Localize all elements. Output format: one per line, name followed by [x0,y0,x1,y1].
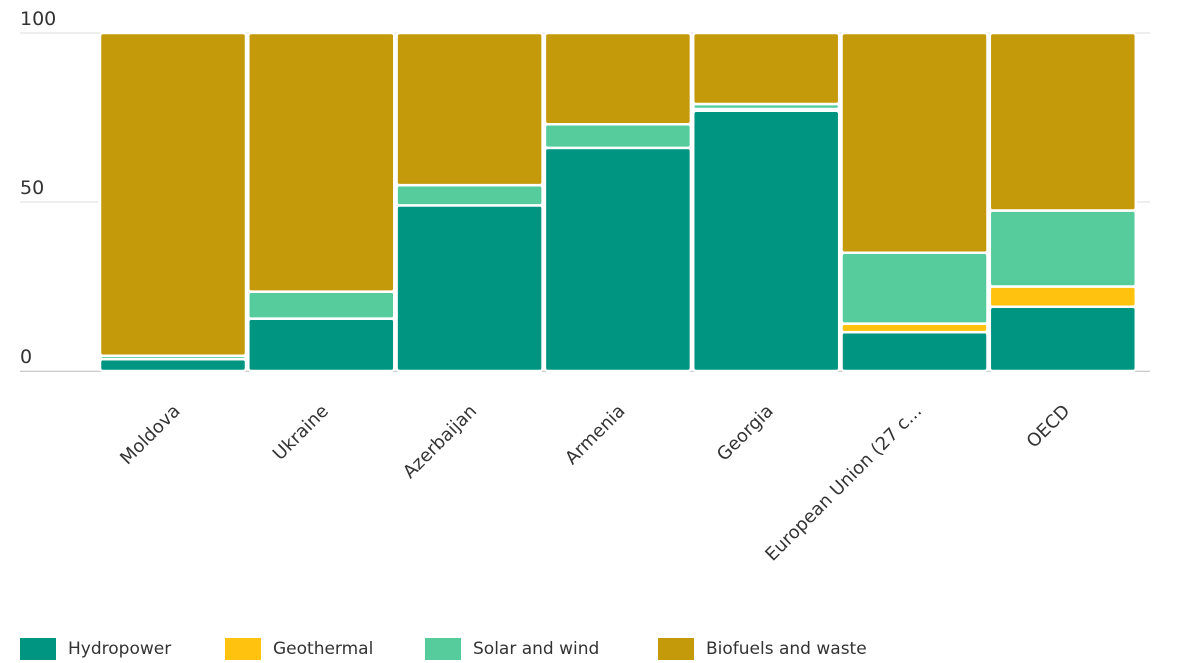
legend: Hydropower Geothermal Solar and wind Bio… [20,637,867,661]
x-tick-label-moldova: Moldova [116,401,184,469]
bar-group-armenia [543,31,693,373]
bar-moldova-hydropower[interactable] [98,357,248,373]
x-axis-labels: Moldova Ukraine Azerbaijan Armenia GeorgiaEu… [116,401,1074,566]
bar-european-union-27-c-hydropower[interactable] [840,330,989,373]
bar-azerbaijan-biofuels-and-waste[interactable] [395,31,544,187]
y-axis-ticks: 0 50 100 [20,8,56,368]
x-tick-label-european-union-27-c: European Union (27 c... [761,401,926,566]
legend-item-solar-and-wind[interactable]: Solar and wind [425,638,658,660]
bar-georgia-biofuels-and-waste[interactable] [691,31,841,106]
bar-ukraine-solar-and-wind[interactable] [247,290,396,320]
y-tick-label-100: 100 [20,8,56,30]
bar-armenia-solar-and-wind[interactable] [543,123,693,150]
legend-item-geothermal[interactable]: Geothermal [225,638,425,660]
legend-item-hydropower[interactable]: Hydropower [20,638,225,660]
legend-swatch-biofuels-and-waste [658,638,694,660]
legend-swatch-geothermal [225,638,261,660]
bar-armenia-biofuels-and-waste[interactable] [543,31,693,126]
legend-label-biofuels-and-waste: Biofuels and waste [706,639,867,659]
y-tick-label-0: 0 [20,346,32,368]
y-tick-label-50: 50 [20,177,44,199]
bar-group-moldova [98,31,248,373]
chart: 0 50 100 Moldova Ukraine Azerbaijan Armenia Ge… [20,8,1150,566]
legend-swatch-solar-and-wind [425,638,461,660]
bar-european-union-27-c-biofuels-and-waste[interactable] [840,31,989,254]
bar-azerbaijan-hydropower[interactable] [395,204,544,373]
bar-european-union-27-c-solar-and-wind[interactable] [840,251,989,325]
legend-item-biofuels-and-waste[interactable]: Biofuels and waste [658,638,867,660]
legend-label-solar-and-wind: Solar and wind [473,639,600,659]
legend-label-geothermal: Geothermal [273,639,374,659]
legend-label-hydropower: Hydropower [68,639,172,659]
bar-ukraine-hydropower[interactable] [247,317,396,373]
x-tick-label-ukraine: Ukraine [269,401,333,465]
x-tick-label-armenia: Armenia [561,401,629,469]
bar-oecd-biofuels-and-waste[interactable] [988,31,1138,212]
bar-azerbaijan-solar-and-wind[interactable] [395,183,544,207]
bar-oecd-hydropower[interactable] [988,305,1138,373]
bar-group-georgia [691,31,841,373]
bar-group-ukraine [247,31,396,373]
bar-ukraine-biofuels-and-waste[interactable] [247,31,396,293]
bar-georgia-hydropower[interactable] [691,109,841,373]
x-tick-label-azerbaijan: Azerbaijan [399,401,481,483]
bar-oecd-solar-and-wind[interactable] [988,209,1138,288]
bar-armenia-hydropower[interactable] [543,146,693,373]
bars [98,31,1138,373]
bar-group-azerbaijan [395,31,544,373]
bar-moldova-biofuels-and-waste[interactable] [98,31,248,358]
bar-group-oecd [988,31,1138,373]
bar-oecd-geothermal[interactable] [988,285,1138,309]
bar-group-european-union-27-c [840,31,989,373]
x-tick-label-georgia: Georgia [713,401,778,466]
bar-european-union-27-c-geothermal[interactable] [840,322,989,334]
x-tick-label-oecd: OECD [1023,401,1075,453]
legend-swatch-hydropower [20,638,56,660]
